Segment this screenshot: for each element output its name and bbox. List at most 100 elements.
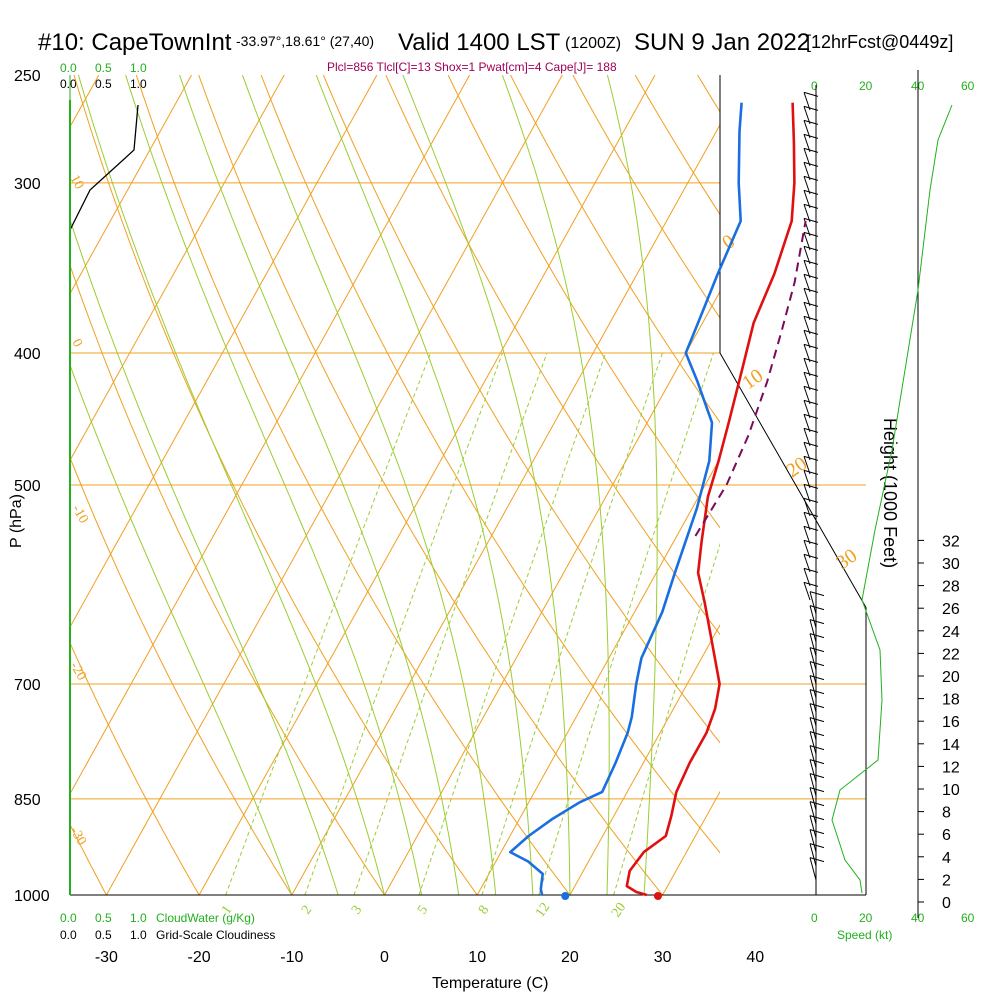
wind-barb [809, 647, 825, 671]
dry-adiabat-line [70, 456, 293, 895]
wind-barb-staff [803, 484, 811, 503]
wind-barb-flag [809, 815, 825, 821]
wind-barb-staff [803, 260, 811, 279]
wind-barb-staff [803, 302, 811, 321]
wind-barb-staff [803, 540, 811, 559]
dry-adiabat-line [0, 75, 14, 895]
wind-barb-staff [809, 815, 817, 839]
wind-barb [803, 189, 819, 209]
wind-barb-flag [809, 675, 825, 681]
wind-barb-flag [809, 843, 825, 849]
wind-barb [809, 857, 825, 881]
mixing-ratio-line [538, 352, 714, 895]
cloud-top-black-1: 0.5 [95, 77, 112, 91]
wind-barb [809, 717, 825, 741]
dry-adiabat-label: 10 [67, 173, 87, 193]
wind-barb-staff [809, 787, 817, 811]
mixing-ratio-line [418, 352, 607, 895]
wind-barb-staff [803, 274, 811, 293]
wind-barb-staff [809, 843, 817, 867]
station-title: #10: CapeTownInt [38, 29, 232, 56]
x-axis-label: Temperature (C) [432, 975, 548, 992]
wind-barb [803, 357, 819, 377]
cloud-scale-bottom: 0.0 0.5 1.0 CloudWater (g/Kg) 0.0 0.5 1.… [60, 911, 275, 942]
pressure-tick-label: 1000 [14, 888, 50, 905]
y-axis-label: P (hPa) [8, 494, 25, 548]
wind-barb-staff [809, 731, 817, 755]
wind-barb-flag [803, 399, 819, 405]
mixing-ratio-label: 2 [299, 903, 315, 917]
wind-barb-flag [809, 801, 825, 807]
wind-barb-staff [803, 400, 811, 419]
dry-adiabat-line [260, 75, 720, 854]
dry-adiabat-line [198, 75, 663, 895]
wind-barb-flag [803, 315, 819, 321]
wind-barb [809, 689, 825, 713]
moist-adiabat-line [125, 75, 423, 895]
mixing-ratio-line [353, 352, 548, 895]
wind-barb-staff [803, 204, 811, 223]
wind-barb-staff [803, 330, 811, 349]
dry-adiabat-line [572, 75, 720, 319]
wind-barb-flag [803, 539, 819, 545]
wind-barb [803, 91, 819, 111]
wind-barb [803, 441, 819, 461]
wind-barb-flag [809, 717, 825, 723]
wind-speed-profile [831, 104, 953, 894]
cloud-bottom-black-1: 0.5 [95, 928, 112, 942]
wind-barb-flag [803, 371, 819, 377]
wind-barb-staff [803, 386, 811, 405]
height-tick-label: 16 [942, 714, 960, 731]
wind-barb-flag [803, 133, 819, 139]
wind-barb-flag [803, 511, 819, 517]
wind-barb [809, 759, 825, 783]
dry-adiabat-line [322, 75, 720, 744]
wind-barb-flag [809, 647, 825, 653]
wind-barb [803, 301, 819, 321]
temp-tick-label: -20 [188, 949, 211, 966]
wind-barb-staff [803, 372, 811, 391]
cloud-bottom-green-2: 1.0 [130, 911, 147, 925]
height-tick-label: 4 [942, 850, 951, 867]
wind-barb [803, 567, 819, 587]
moist-adiabat-line [606, 75, 658, 895]
wind-barb [803, 469, 819, 489]
cloud-bottom-black-0: 0.0 [60, 928, 77, 942]
moist-adiabat-line [70, 218, 339, 895]
wind-barb-staff [809, 605, 817, 629]
wind-barb-staff [803, 582, 811, 601]
wind-barb-flag [809, 689, 825, 695]
wind-barb-staff [803, 106, 811, 125]
wind-barb-flag [803, 581, 819, 587]
wind-barb [803, 511, 819, 531]
wind-barb-flag [803, 441, 819, 447]
height-tick-label: 8 [942, 805, 951, 822]
cloud-bottom-green-1: 0.5 [95, 911, 112, 925]
mixing-ratio-line [225, 352, 432, 895]
wind-barb-staff [803, 92, 811, 111]
cloud-top-black-2: 1.0 [130, 77, 147, 91]
wind-barb [809, 745, 825, 769]
mixing-ratio-label: 8 [476, 903, 492, 917]
dry-adiabat-label: 0 [69, 337, 85, 351]
pressure-tick-label: 700 [14, 677, 41, 694]
wind-barb-staff [809, 829, 817, 853]
wind-barb [809, 815, 825, 839]
wind-barb [803, 329, 819, 349]
wind-barb-flag [809, 633, 825, 639]
wind-barb-staff [803, 316, 811, 335]
wind-barb-staff [809, 591, 817, 615]
moist-adiabat-line [402, 75, 571, 895]
wind-barb-flag [803, 469, 819, 475]
wind-barb [809, 787, 825, 811]
cloudiness-line [69, 104, 139, 231]
wind-barb-staff [809, 857, 817, 881]
speed-top-0: 0 [811, 79, 818, 93]
temp-tick-label: 40 [746, 949, 764, 966]
wind-barb [803, 371, 819, 391]
cloud-scale-top: 0.0 0.5 1.0 0.0 0.5 1.0 [60, 61, 147, 91]
wind-barb [809, 843, 825, 867]
